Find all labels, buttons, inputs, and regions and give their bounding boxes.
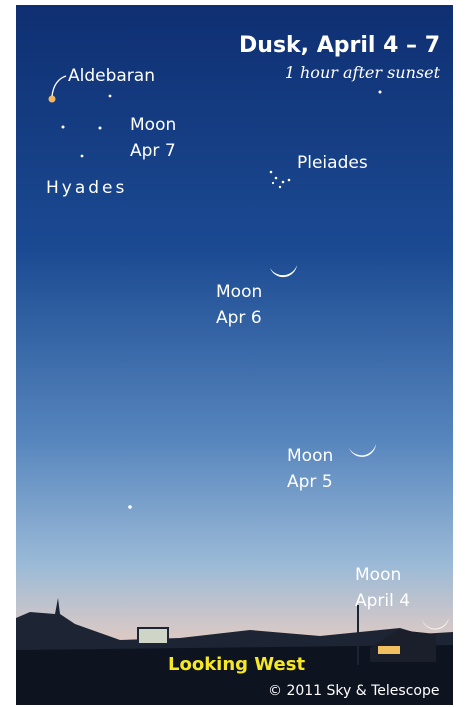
- aldebaran-star: [49, 96, 56, 103]
- moon-label: Moon: [355, 565, 401, 585]
- hyades-label: Hyades: [46, 178, 127, 198]
- page: Dusk, April 4 – 7 1 hour after sunset Al…: [0, 0, 469, 707]
- title: Dusk, April 4 – 7: [239, 33, 440, 58]
- sky-chart: Dusk, April 4 – 7 1 hour after sunset Al…: [0, 0, 469, 707]
- subtitle: 1 hour after sunset: [285, 63, 441, 82]
- direction: Looking West: [168, 654, 305, 675]
- pleiades-label: Pleiades: [297, 153, 368, 173]
- moon-label: Moon: [130, 115, 176, 135]
- window: [378, 646, 400, 654]
- aldebaran-label: Aldebaran: [68, 66, 155, 86]
- moon-date: Apr 6: [216, 308, 262, 328]
- credit: © 2011 Sky & Telescope: [268, 683, 439, 699]
- moon-label: Moon: [216, 282, 262, 302]
- moon-label: Moon: [287, 446, 333, 466]
- moon-date: Apr 7: [130, 141, 176, 161]
- moon-date: April 4: [355, 591, 410, 611]
- moon-date: Apr 5: [287, 472, 333, 492]
- sign: [138, 628, 168, 644]
